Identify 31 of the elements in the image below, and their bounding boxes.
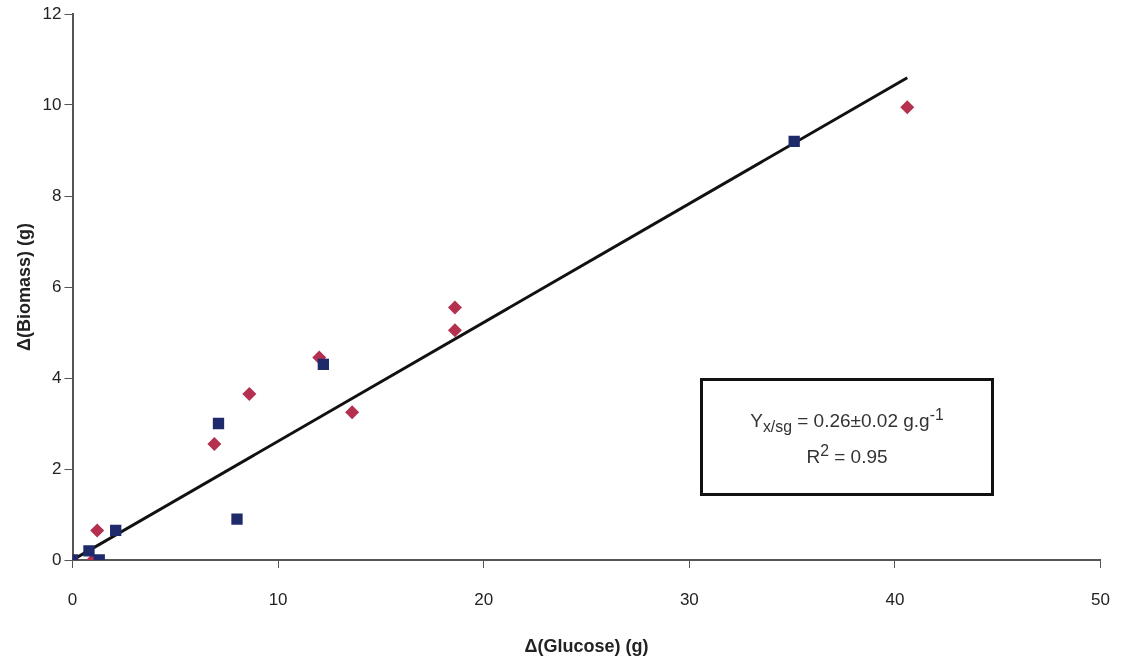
x-tick-label: 10 (268, 589, 288, 609)
point (212, 417, 225, 430)
x-tick-label: 50 (1091, 589, 1111, 609)
y-tick-label: 4 (52, 367, 62, 387)
point (83, 545, 95, 557)
point (788, 135, 800, 148)
x-tick-label: 0 (67, 589, 78, 609)
point (900, 100, 915, 115)
x-tick-label: 20 (474, 589, 494, 609)
y-tick-label: 0 (52, 549, 62, 569)
point (90, 523, 105, 538)
point (242, 386, 257, 401)
point (110, 524, 122, 537)
x-axis-title: Δ(Glucose) (g) (524, 636, 649, 657)
point (447, 300, 462, 315)
annotation: R$^{2}$ = 0.95 (806, 440, 888, 469)
point (345, 405, 360, 420)
x-tick-label: 30 (679, 589, 699, 609)
y-tick-label: 10 (42, 94, 62, 114)
y-tick-label: 12 (42, 3, 62, 23)
point (317, 358, 330, 371)
x-tick-label: 40 (885, 589, 905, 609)
y-axis-title: Δ(Biomass) (g) (13, 223, 34, 351)
y-tick-label: 8 (52, 185, 62, 205)
point (447, 323, 462, 338)
point (207, 436, 222, 451)
y-tick-label: 6 (52, 276, 62, 296)
y-tick-label: 2 (52, 458, 62, 478)
point (231, 513, 243, 525)
text-box: Y$_{x/sg}$ = 0.26±0.02 g.g$^{-1}$ R$^{2}$ = 0.95 (700, 378, 994, 496)
annotation: Y$_{x/sg}$ = 0.26±0.02 g.g$^{-1}$ (750, 404, 944, 437)
